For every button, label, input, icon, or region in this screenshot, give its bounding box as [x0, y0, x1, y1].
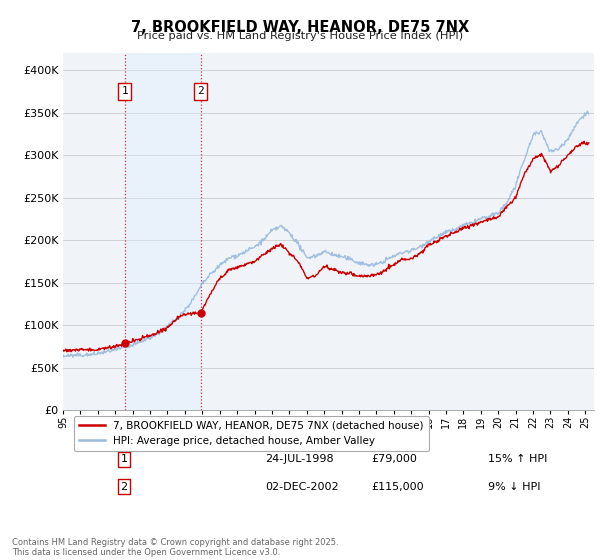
Text: £79,000: £79,000 — [371, 454, 417, 464]
Text: 2: 2 — [121, 482, 128, 492]
Text: 1: 1 — [122, 86, 128, 96]
Legend: 7, BROOKFIELD WAY, HEANOR, DE75 7NX (detached house), HPI: Average price, detach: 7, BROOKFIELD WAY, HEANOR, DE75 7NX (det… — [74, 416, 429, 451]
Text: 9% ↓ HPI: 9% ↓ HPI — [488, 482, 540, 492]
Text: Contains HM Land Registry data © Crown copyright and database right 2025.
This d: Contains HM Land Registry data © Crown c… — [12, 538, 338, 557]
Text: 7, BROOKFIELD WAY, HEANOR, DE75 7NX: 7, BROOKFIELD WAY, HEANOR, DE75 7NX — [131, 20, 469, 35]
Text: 15% ↑ HPI: 15% ↑ HPI — [488, 454, 547, 464]
Text: Price paid vs. HM Land Registry's House Price Index (HPI): Price paid vs. HM Land Registry's House … — [137, 31, 463, 41]
Text: 02-DEC-2002: 02-DEC-2002 — [265, 482, 338, 492]
Text: 2: 2 — [197, 86, 204, 96]
Text: £115,000: £115,000 — [371, 482, 424, 492]
Text: 1: 1 — [121, 454, 128, 464]
Text: 24-JUL-1998: 24-JUL-1998 — [265, 454, 334, 464]
Bar — [125, 53, 201, 410]
